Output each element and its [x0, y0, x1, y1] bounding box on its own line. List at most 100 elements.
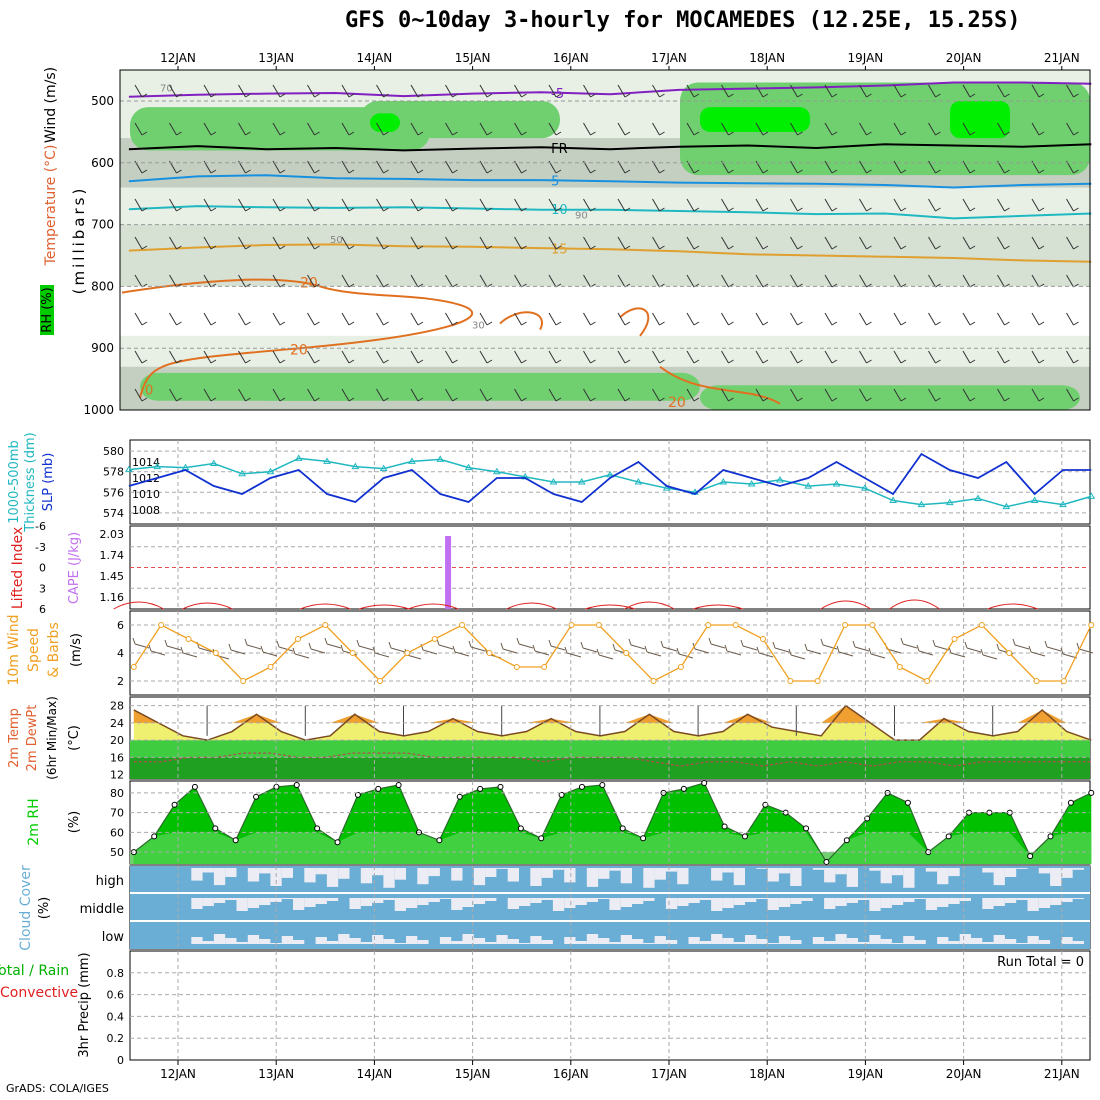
wind-barb: [262, 651, 278, 657]
wind-barb: [900, 93, 907, 98]
isotherm-label: -5: [551, 87, 564, 102]
y-tick-label: 20: [110, 734, 124, 747]
wind-barb: [831, 283, 838, 288]
wind-barb: [555, 359, 562, 364]
cloud-gap-high: [552, 868, 565, 870]
cloud-gap-low: [846, 938, 858, 944]
wind-barb: [134, 312, 143, 326]
wind-barb: [997, 274, 1005, 288]
wind-barb: [550, 645, 566, 651]
cloud-gap-low: [586, 934, 599, 944]
cloud-gap-middle: [959, 898, 971, 901]
rh-point: [945, 833, 952, 840]
wind-barb: [314, 207, 320, 212]
wind-barb: [176, 207, 182, 212]
wind-barb: [652, 236, 660, 250]
wind-barb: [210, 359, 217, 364]
wind-barb: [376, 388, 384, 402]
cloud-gap-middle: [756, 898, 768, 899]
cloud-gap-high: [677, 868, 689, 885]
cloud-gap-high: [202, 868, 214, 873]
rh-point: [436, 837, 443, 844]
cloud-gap-high: [891, 868, 904, 876]
wind-barb: [1038, 207, 1045, 212]
wind-barb: [376, 274, 384, 288]
cloud-gap-middle: [643, 898, 655, 901]
thickness-point: [577, 478, 586, 485]
wind-barb: [721, 122, 729, 136]
wind-barb: [410, 388, 419, 402]
cloud-gap-low: [711, 934, 723, 944]
wind-speed-point: [814, 678, 821, 684]
wind-barb: [870, 653, 886, 659]
cloud-gap-middle: [722, 898, 734, 908]
rh-moist-area: [360, 101, 560, 139]
wind-barb: [548, 198, 557, 212]
wind-barb: [866, 245, 872, 250]
cloud-gap-low: [326, 941, 339, 944]
rh-point: [640, 835, 647, 842]
wind-barb: [824, 160, 833, 174]
contour-label: 70: [160, 84, 173, 95]
wind-barb: [790, 274, 798, 288]
wind-barb: [134, 388, 143, 402]
cloud-gap-middle: [349, 898, 361, 909]
wind-barb: [1004, 245, 1010, 250]
wind-barb: [410, 122, 419, 136]
rh-point: [843, 837, 850, 844]
contour-label: 20: [300, 276, 318, 292]
wind-barb: [422, 649, 438, 655]
rh-point: [334, 839, 341, 846]
wind-speed-point: [568, 622, 575, 628]
wind-barb: [1004, 359, 1010, 364]
wind-barb: [245, 169, 251, 174]
cloud-gap-high: [869, 868, 881, 871]
wind-barb: [314, 169, 320, 174]
wind-barb: [617, 274, 626, 288]
wind-barb: [341, 274, 350, 288]
thickness-point: [860, 484, 869, 491]
wind-barb: [859, 84, 867, 98]
wind-barb: [652, 198, 660, 212]
wind-barb: [534, 650, 550, 656]
wind-barb: [900, 245, 907, 250]
wind-barb: [824, 312, 833, 326]
cloud-gap-middle: [213, 898, 226, 903]
cloud-gap-low: [213, 934, 226, 944]
y-tick-label: 12: [110, 769, 124, 782]
wind-barb: [790, 312, 798, 326]
cloud-gap-middle: [451, 898, 463, 910]
cloud-gap-middle: [937, 898, 949, 907]
cloud-gap-low: [451, 941, 463, 944]
wind-barb: [708, 637, 712, 645]
wind-barb: [566, 652, 582, 658]
rh-band: [120, 224, 1090, 287]
wind-barb: [470, 646, 486, 652]
wind-barb: [445, 388, 453, 402]
wind-barb: [652, 312, 660, 326]
cloud-gap-high: [620, 868, 632, 884]
cloud-gap-high: [586, 868, 599, 887]
wind-speed-point: [896, 664, 903, 670]
wind-barb: [238, 350, 246, 364]
temp-line: [133, 704, 1092, 741]
wind-barb: [417, 321, 424, 326]
wind-barb: [445, 350, 453, 364]
wind-barb: [486, 207, 493, 212]
y-tick-label: 580: [103, 445, 124, 458]
wind-barb: [376, 236, 384, 250]
cloud-gap-low: [360, 942, 373, 944]
wind-barb: [774, 647, 790, 653]
wind-barb: [514, 198, 522, 212]
wind-barb: [214, 654, 230, 660]
wind-barb: [624, 359, 631, 364]
cloud-gap-low: [891, 943, 904, 944]
wind-barb: [859, 274, 867, 288]
cape-bar: [445, 536, 452, 609]
wind-barb: [997, 350, 1005, 364]
wind-speed-point: [1033, 678, 1040, 684]
rh-moist-area: [130, 107, 430, 151]
wind-barb: [417, 93, 424, 98]
axis-label: SLP (mb): [41, 453, 56, 512]
y-tick-label: -6: [35, 520, 46, 533]
